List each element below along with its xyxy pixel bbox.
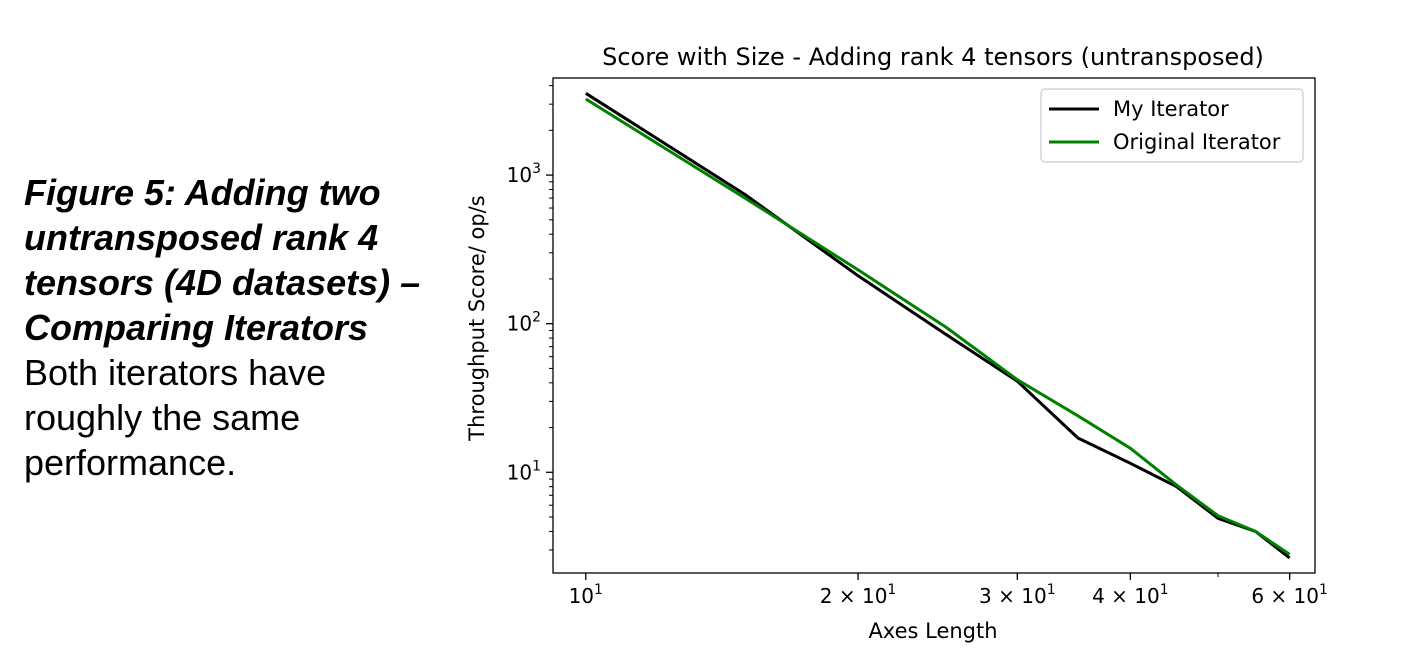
caption-body: Both iterators have roughly the same per…: [24, 352, 327, 483]
x-tick-label-0: 101: [569, 582, 603, 608]
legend-label-1: Original Iterator: [1113, 130, 1281, 154]
caption-heading: Figure 5: Adding two untransposed rank 4…: [24, 172, 421, 348]
y-tick-label-0: 101: [507, 458, 541, 484]
plot-area: 101 2 × 101 3 × 101 4 × 101 6 × 101 101 102 103…: [507, 77, 1328, 608]
figure-caption: Figure 5: Adding two untransposed rank 4…: [24, 170, 444, 485]
legend-box: [1040, 88, 1304, 163]
y-axis-label: Throughput Score/ op/s: [465, 195, 489, 441]
x-tick-label-4: 6 × 101: [1251, 582, 1328, 608]
x-tick-label-1: 2 × 101: [820, 582, 897, 608]
legend-label-0: My Iterator: [1113, 97, 1229, 121]
plot-frame: [552, 77, 1316, 574]
x-tick-label-3: 4 × 101: [1092, 582, 1169, 608]
x-tick-label-2: 3 × 101: [979, 582, 1056, 608]
chart-title: Score with Size - Adding rank 4 tensors …: [602, 43, 1264, 71]
x-axis-label: Axes Length: [868, 619, 997, 643]
y-tick-label-2: 103: [507, 161, 541, 187]
series-line-1: [585, 97, 1291, 556]
y-tick-label-1: 102: [507, 310, 541, 336]
series-line-0: [584, 92, 1291, 560]
